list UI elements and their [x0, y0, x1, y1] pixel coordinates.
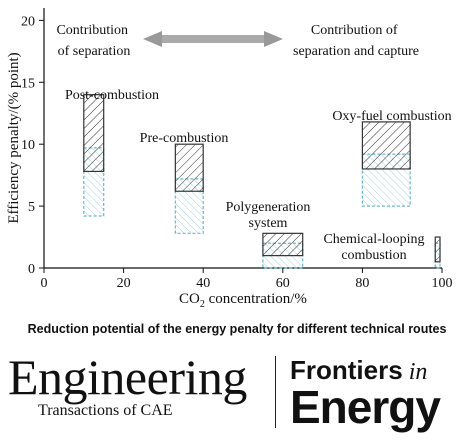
- capture-bar: [83, 94, 105, 173]
- x-axis-label: CO2 concentration/%: [179, 291, 307, 310]
- x-tick-label: 20: [117, 276, 131, 291]
- engineering-logo-subtitle: Transactions of CAE: [38, 402, 173, 419]
- double-arrow: [143, 31, 283, 47]
- bar-group-label: Oxy-fuel combustion: [332, 109, 451, 124]
- x-tick-label: 100: [432, 276, 453, 291]
- arrow-head-right: [264, 31, 283, 47]
- y-tick-label: 20: [21, 14, 35, 29]
- bar-group: Pre-combustion: [140, 131, 229, 234]
- engineering-logo: Engineering Transactions of CAE: [8, 352, 270, 432]
- engineering-logo-word: Engineering: [8, 349, 247, 405]
- y-tick-label: 10: [21, 138, 35, 153]
- arrow-shaft: [162, 35, 264, 43]
- y-tick-label: 15: [21, 76, 35, 91]
- bar-group-label: Chemical-looping combustion: [323, 232, 424, 263]
- y-tick-label: 5: [28, 200, 35, 215]
- bar-group-label: Pre-combustion: [140, 131, 229, 146]
- capture-bar: [361, 121, 411, 170]
- logo-divider: [275, 356, 276, 428]
- efficiency-penalty-chart: 0 20 40 60 80 100 0 5 10 15 20 Efficiency penalty/…: [6, 8, 453, 310]
- arrow-left-label: Contribution of separation: [56, 23, 131, 59]
- x-tick-label: 40: [196, 276, 210, 291]
- frontiers-logo-line2: Energy: [290, 381, 441, 433]
- x-axis-label-subscript: 2: [200, 299, 205, 310]
- capture-bar: [434, 236, 441, 263]
- bar-group: Chemical-looping combustion: [323, 232, 441, 269]
- bar-group: Post-combustion: [65, 88, 159, 217]
- bar-group-label: Polygeneration system: [226, 200, 311, 231]
- capture-bar: [262, 232, 304, 257]
- x-tick-label: 80: [355, 276, 369, 291]
- x-tick-label: 0: [41, 276, 48, 291]
- y-axis-label: Efficiency penalty/(% point): [6, 52, 22, 223]
- y-tick-label: 0: [28, 262, 35, 277]
- figure-caption: Reduction potential of the energy penalt…: [27, 322, 447, 336]
- bar-group: Oxy-fuel combustion: [332, 109, 452, 207]
- arrow-head-left: [143, 31, 162, 47]
- x-tick-label: 60: [276, 276, 290, 291]
- bar-group-label: Post-combustion: [65, 88, 159, 103]
- frontiers-logo-line1: Frontiers in: [290, 355, 428, 385]
- capture-bar: [174, 143, 204, 192]
- bar-group: Polygeneration system: [226, 200, 311, 269]
- frontiers-in-energy-logo: Frontiers in Energy: [290, 352, 470, 436]
- arrow-right-label: Contribution of separation and capture: [293, 23, 419, 59]
